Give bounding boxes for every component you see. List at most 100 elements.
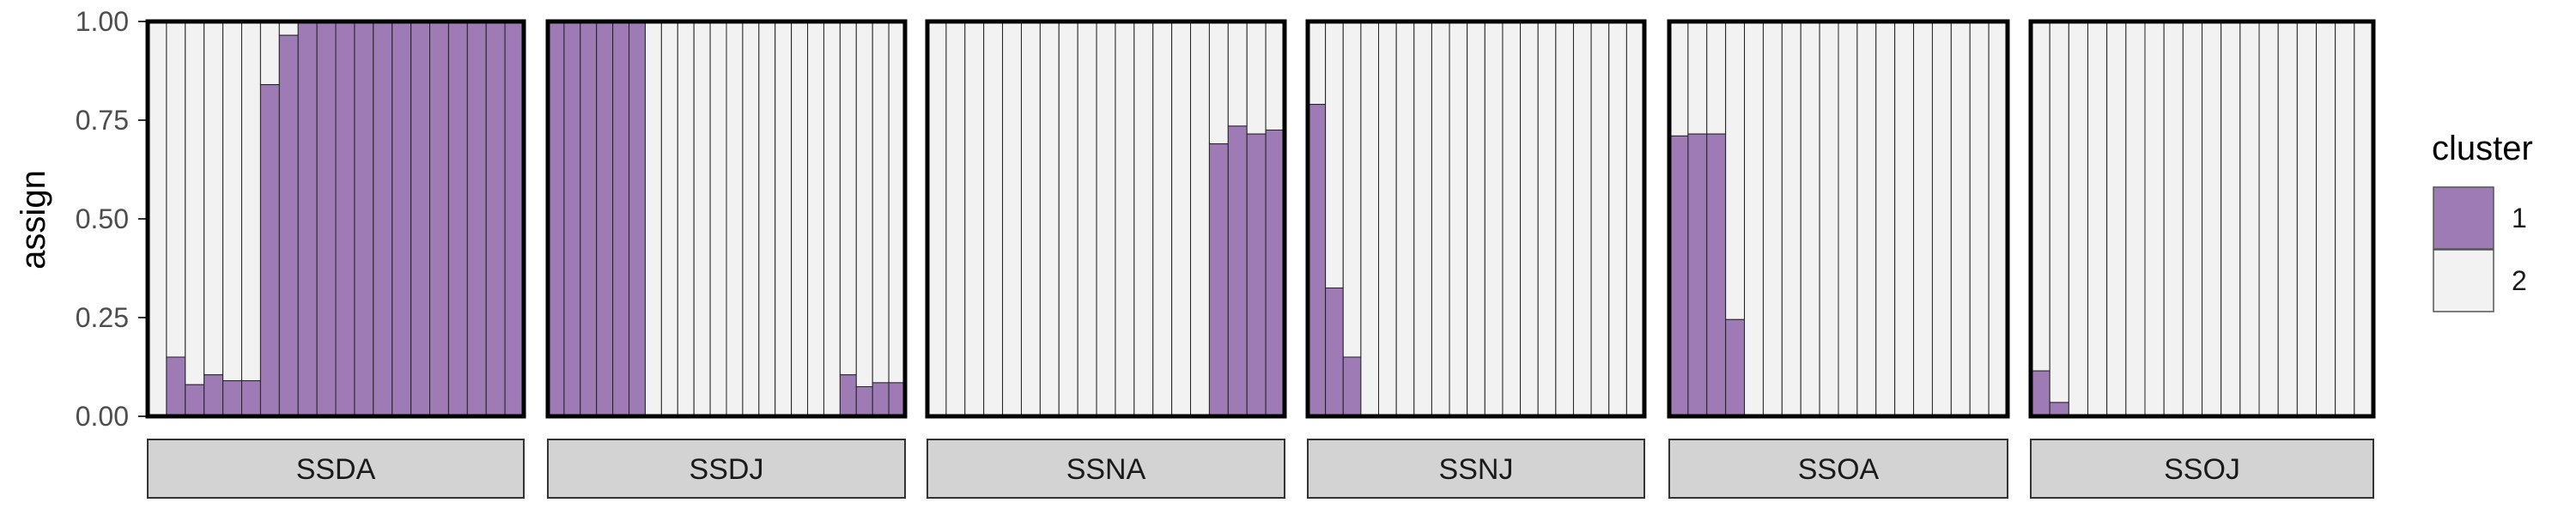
legend: cluster 12 [2432, 130, 2533, 312]
bar-cluster-1 [612, 21, 630, 417]
bar-cluster-2 [1572, 21, 1592, 417]
facet-strip-label: SSOJ [2164, 453, 2240, 486]
bar-cluster-1 [596, 21, 614, 417]
facet-strip [1668, 439, 2008, 499]
bar-cluster-2 [2182, 21, 2202, 417]
facet-strip [147, 439, 525, 499]
bar-cluster-2 [2087, 21, 2108, 417]
bar-cluster-1 [259, 84, 280, 417]
bar-cluster-1 [316, 21, 337, 417]
y-tick-label: 0.75 [76, 105, 129, 136]
bar-cluster-1 [429, 21, 449, 417]
bar-cluster-2 [2106, 21, 2127, 417]
bar-cluster-2 [1725, 21, 1746, 320]
bar-cluster-2 [204, 21, 224, 376]
bar-cluster-1 [855, 386, 873, 417]
bar-cluster-2 [1668, 21, 1689, 136]
y-tick-label: 0.50 [76, 203, 129, 234]
bar-cluster-2 [2030, 21, 2050, 372]
bar-cluster-2 [644, 21, 662, 417]
facet-strip-label: SSDA [296, 453, 376, 486]
bar-cluster-2 [1152, 21, 1173, 417]
facet-panel-ssnj: SSNJ [1305, 19, 1647, 499]
legend-swatch-2 [2433, 249, 2494, 312]
bar-cluster-1 [580, 21, 598, 417]
bar-cluster-2 [2335, 21, 2355, 417]
bar-cluster-2 [2239, 21, 2260, 417]
bar-cluster-1 [222, 380, 243, 417]
bar-cluster-2 [1096, 21, 1116, 417]
facet-strip [547, 439, 906, 499]
bar-cluster-2 [1325, 21, 1344, 288]
bar-cluster-2 [166, 21, 186, 358]
bar-cluster-2 [2258, 21, 2279, 417]
panel-border [925, 19, 1287, 419]
bar-cluster-2 [1590, 21, 1610, 417]
bar-cluster-1 [392, 21, 412, 417]
bar-cluster-2 [1077, 21, 1097, 417]
bar-cluster-2 [2144, 21, 2165, 417]
facet-strip [2030, 439, 2374, 499]
bar-cluster-1 [373, 21, 393, 417]
bar-cluster-2 [693, 21, 711, 417]
bar-cluster-2 [1484, 21, 1504, 417]
bar-cluster-2 [1988, 21, 2008, 417]
bar-cluster-2 [1608, 21, 1627, 417]
bar-cluster-2 [1520, 21, 1539, 417]
bar-cluster-1 [1725, 318, 1746, 417]
bar-cluster-1 [1687, 133, 1708, 417]
facet-strip-label: SSDJ [690, 453, 764, 486]
bar-cluster-1 [335, 21, 355, 417]
bar-cluster-2 [147, 21, 167, 417]
facet-strip-label: SSOA [1798, 453, 1880, 486]
bar-cluster-2 [222, 21, 243, 382]
bar-cluster-2 [259, 21, 280, 86]
bar-cluster-2 [2277, 21, 2298, 417]
bar-cluster-1 [354, 21, 374, 417]
bar-cluster-2 [1502, 21, 1522, 417]
bar-cluster-2 [807, 21, 824, 417]
bar-cluster-2 [927, 21, 947, 417]
bar-cluster-2 [1171, 21, 1192, 417]
bar-cluster-2 [660, 21, 678, 417]
legend-label-1: 1 [2512, 203, 2527, 233]
bar-cluster-2 [1307, 21, 1327, 106]
bar-cluster-2 [1537, 21, 1557, 417]
bar-cluster-1 [1307, 104, 1327, 417]
panel-border [145, 19, 526, 419]
bar-cluster-2 [726, 21, 744, 417]
facet-panel-ssdj: SSDJ [545, 19, 908, 499]
bar-cluster-2 [2202, 21, 2222, 417]
panel-border [1667, 19, 2010, 419]
bar-cluster-2 [983, 21, 1004, 417]
bar-cluster-2 [2354, 21, 2374, 417]
bar-cluster-1 [1668, 135, 1689, 417]
bar-cluster-2 [1039, 21, 1060, 417]
facet-panels: SSDA SSDJ SSNA SSNJ SSOA SSOJ [145, 19, 2376, 499]
bar-cluster-1 [1246, 133, 1267, 417]
legend-items: 12 [2433, 186, 2527, 312]
bar-cluster-2 [2296, 21, 2317, 417]
bar-cluster-2 [2221, 21, 2241, 417]
bar-cluster-2 [1894, 21, 1915, 417]
bar-cluster-1 [485, 21, 506, 417]
facet-strip [1307, 439, 1645, 499]
facet-panel-ssna: SSNA [925, 19, 1287, 499]
y-tick-label: 1.00 [76, 6, 129, 37]
bar-cluster-2 [185, 21, 205, 385]
bar-cluster-2 [855, 21, 873, 387]
y-tick-label: 0.00 [76, 401, 129, 432]
facet-panel-ssoa: SSOA [1667, 19, 2010, 499]
bar-cluster-2 [775, 21, 793, 417]
bar-cluster-2 [1467, 21, 1485, 417]
bar-cluster-2 [1931, 21, 1952, 417]
bar-cluster-1 [297, 21, 318, 417]
bar-cluster-2 [1969, 21, 1990, 417]
bar-cluster-2 [677, 21, 695, 417]
bar-cluster-2 [709, 21, 727, 417]
bar-cluster-2 [1555, 21, 1574, 417]
bar-cluster-1 [447, 21, 468, 417]
bar-cluster-2 [1360, 21, 1380, 417]
bar-cluster-2 [742, 21, 760, 417]
